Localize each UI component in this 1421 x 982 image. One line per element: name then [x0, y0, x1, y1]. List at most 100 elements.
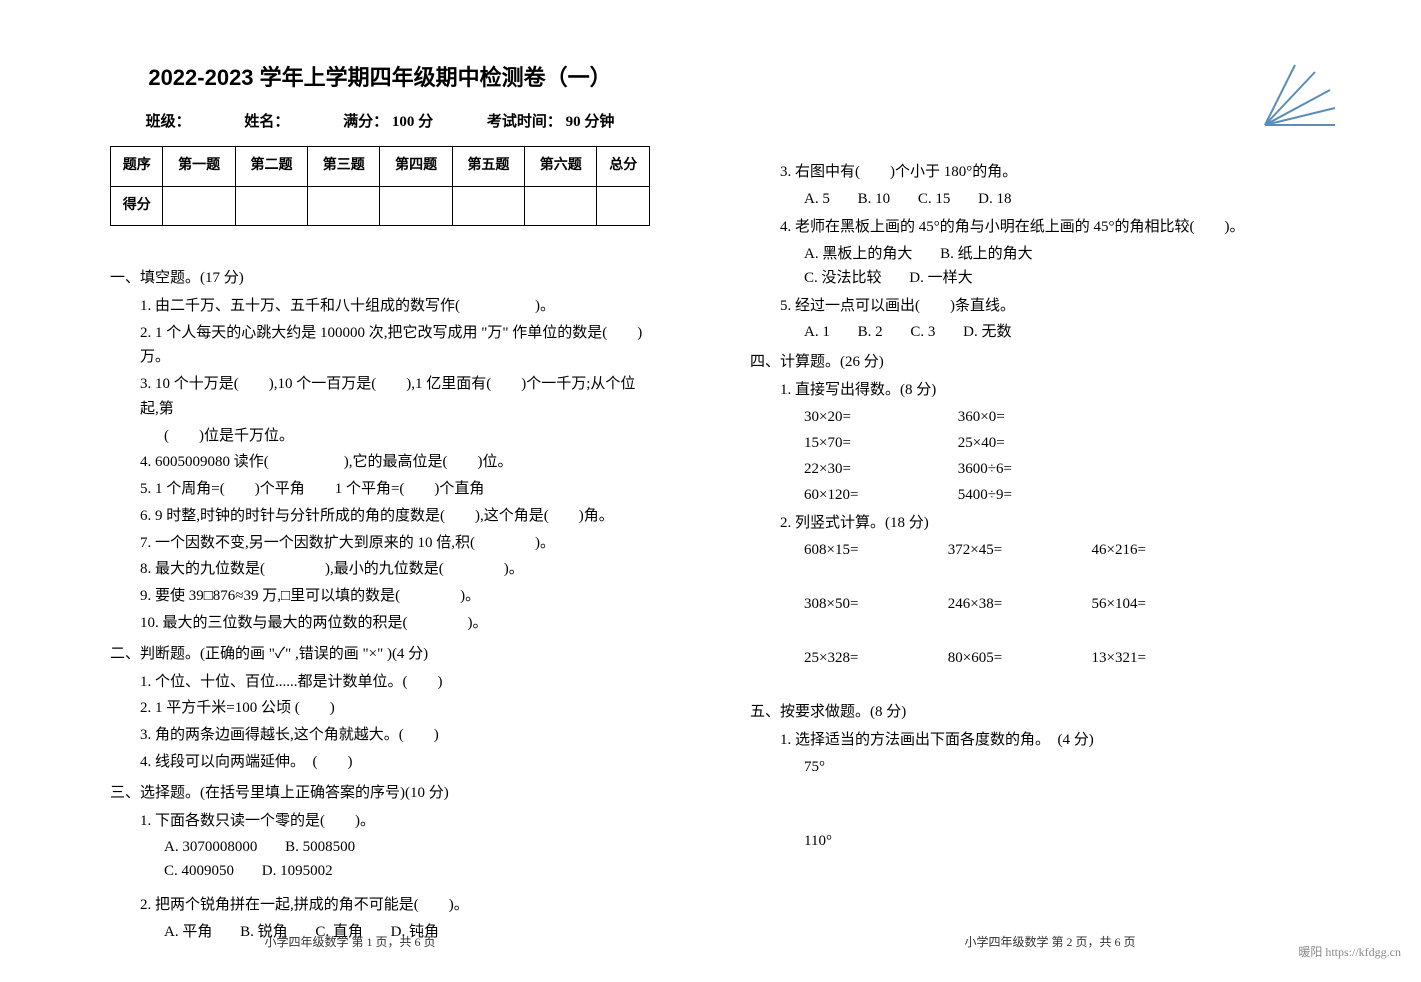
calc-row: 25×328= 80×605= 13×321= [780, 646, 1350, 670]
score-table: 题序 第一题 第二题 第三题 第四题 第五题 第六题 总分 得分 [110, 146, 650, 226]
opt: D. 一样大 [909, 270, 972, 286]
expr: 80×605= [948, 646, 1088, 670]
th: 第三题 [308, 147, 380, 186]
sub1-title: 1. 直接写出得数。(8 分) [780, 378, 1350, 403]
q: 6. 9 时整,时钟的时针与分针所成的角的度数是( ),这个角是( )角。 [140, 504, 650, 529]
page-container: 2022-2023 学年上学期四年级期中检测卷（一） 班级： 姓名： 满分： 1… [0, 0, 1421, 982]
options: A. 3070008000 B. 5008500 C. 4009050 D. 1… [140, 835, 650, 883]
th: 第五题 [452, 147, 524, 186]
expr: 15×70= [804, 431, 954, 455]
opt: A. 5 [804, 191, 830, 207]
th: 总分 [597, 147, 650, 186]
td [380, 186, 452, 225]
opt: D. 18 [978, 191, 1011, 207]
footer-left: 小学四年级数学 第 1 页，共 6 页 [0, 933, 700, 952]
th: 题序 [111, 147, 163, 186]
footer-right: 小学四年级数学 第 2 页，共 6 页 [700, 933, 1400, 952]
q: 8. 最大的九位数是( ),最小的九位数是( )。 [140, 557, 650, 582]
q: 10. 最大的三位数与最大的两位数的积是( )。 [140, 611, 650, 636]
section3-list: 1. 下面各数只读一个零的是( )。 A. 3070008000 B. 5008… [110, 809, 650, 945]
td [308, 186, 380, 225]
opt: B. 2 [858, 324, 883, 340]
angle1: 75° [780, 755, 1350, 779]
class-label: 班级： [146, 114, 191, 130]
expr: 608×15= [804, 538, 944, 562]
name-label: 姓名： [244, 114, 289, 130]
options: A. 1 B. 2 C. 3 D. 无数 [780, 320, 1350, 344]
expr: 360×0= [958, 405, 1108, 429]
time-value: 90 分钟 [566, 114, 615, 130]
q: 3. 角的两条边画得越长,这个角就越大。( ) [140, 723, 650, 748]
q: 5. 经过一点可以画出( )条直线。 [780, 294, 1350, 319]
expr: 30×20= [804, 405, 954, 429]
opt: B. 5008500 [285, 839, 355, 855]
expr: 22×30= [804, 457, 954, 481]
section5-title: 五、按要求做题。(8 分) [750, 700, 1350, 724]
calc-row: 30×20= 360×0= [780, 405, 1350, 429]
th: 第二题 [235, 147, 307, 186]
expr: 3600÷6= [958, 457, 1108, 481]
options: A. 黑板上的角大 B. 纸上的角大 C. 没法比较 D. 一样大 [780, 242, 1350, 290]
opt: B. 纸上的角大 [940, 246, 1033, 262]
opt: A. 3070008000 [164, 839, 257, 855]
expr: 60×120= [804, 483, 954, 507]
expr: 25×40= [958, 431, 1108, 455]
section1-title: 一、填空题。(17 分) [110, 266, 650, 290]
calc-row: 22×30= 3600÷6= [780, 457, 1350, 481]
q: 3. 右图中有( )个小于 180°的角。 [780, 160, 1350, 185]
expr: 308×50= [804, 592, 944, 616]
full-value: 100 分 [392, 114, 433, 130]
section2-list: 1. 个位、十位、百位......都是计数单位。( ) 2. 1 平方千米=10… [110, 670, 650, 775]
opt: C. 3 [910, 324, 935, 340]
q: 2. 把两个锐角拼在一起,拼成的角不可能是( )。 [140, 893, 650, 918]
opt: B. 10 [858, 191, 891, 207]
sub1-title: 1. 选择适当的方法画出下面各度数的角。 (4 分) [780, 728, 1350, 753]
exam-title: 2022-2023 学年上学期四年级期中检测卷（一） [110, 60, 650, 95]
time-label: 考试时间： [487, 114, 562, 130]
q: 1. 下面各数只读一个零的是( )。 [140, 809, 650, 834]
section2-title: 二、判断题。(正确的画 "✓" ,错误的画 "×" )(4 分) [110, 642, 650, 666]
th: 第一题 [163, 147, 235, 186]
q: 2. 1 个人每天的心跳大约是 100000 次,把它改写成用 "万" 作单位的… [140, 321, 650, 371]
watermark: 暖阳 https://kfdgg.cn [1298, 943, 1401, 962]
options: A. 5 B. 10 C. 15 D. 18 [780, 187, 1350, 211]
q: 2. 1 平方千米=100 公顷 ( ) [140, 696, 650, 721]
calc-row: 308×50= 246×38= 56×104= [780, 592, 1350, 616]
td [452, 186, 524, 225]
section3-cont: 3. 右图中有( )个小于 180°的角。 A. 5 B. 10 C. 15 D… [750, 160, 1350, 344]
calc-row: 15×70= 25×40= [780, 431, 1350, 455]
th: 第四题 [380, 147, 452, 186]
expr: 13×321= [1092, 646, 1232, 670]
q: ( )位是千万位。 [140, 424, 650, 449]
expr: 46×216= [1092, 538, 1232, 562]
full-label: 满分： [343, 114, 388, 130]
td-label: 得分 [111, 186, 163, 225]
opt: D. 无数 [963, 324, 1011, 340]
info-line: 班级： 姓名： 满分： 100 分 考试时间： 90 分钟 [110, 110, 650, 134]
q: 3. 10 个十万是( ),10 个一百万是( ),1 亿里面有( )个一千万;… [140, 372, 650, 422]
expr: 25×328= [804, 646, 944, 670]
opt: A. 黑板上的角大 [804, 246, 912, 262]
page-1: 2022-2023 学年上学期四年级期中检测卷（一） 班级： 姓名： 满分： 1… [0, 0, 700, 982]
expr: 372×45= [948, 538, 1088, 562]
section4-title: 四、计算题。(26 分) [750, 350, 1350, 374]
table-row: 题序 第一题 第二题 第三题 第四题 第五题 第六题 总分 [111, 147, 650, 186]
q: 4. 线段可以向两端延伸。 ( ) [140, 750, 650, 775]
td [163, 186, 235, 225]
calc-row: 60×120= 5400÷9= [780, 483, 1350, 507]
section1-list: 1. 由二千万、五十万、五千和八十组成的数写作( )。 2. 1 个人每天的心跳… [110, 294, 650, 636]
expr: 5400÷9= [958, 483, 1108, 507]
expr: 246×38= [948, 592, 1088, 616]
opt: A. 1 [804, 324, 830, 340]
td [235, 186, 307, 225]
th: 第六题 [525, 147, 597, 186]
td [597, 186, 650, 225]
q: 1. 由二千万、五十万、五千和八十组成的数写作( )。 [140, 294, 650, 319]
q: 1. 个位、十位、百位......都是计数单位。( ) [140, 670, 650, 695]
angle-rays-icon [1260, 60, 1340, 130]
td [525, 186, 597, 225]
section4-list: 1. 直接写出得数。(8 分) 30×20= 360×0= 15×70= 25×… [750, 378, 1350, 670]
opt: C. 15 [918, 191, 951, 207]
page-2: 3. 右图中有( )个小于 180°的角。 A. 5 B. 10 C. 15 D… [700, 0, 1400, 982]
calc-row: 608×15= 372×45= 46×216= [780, 538, 1350, 562]
